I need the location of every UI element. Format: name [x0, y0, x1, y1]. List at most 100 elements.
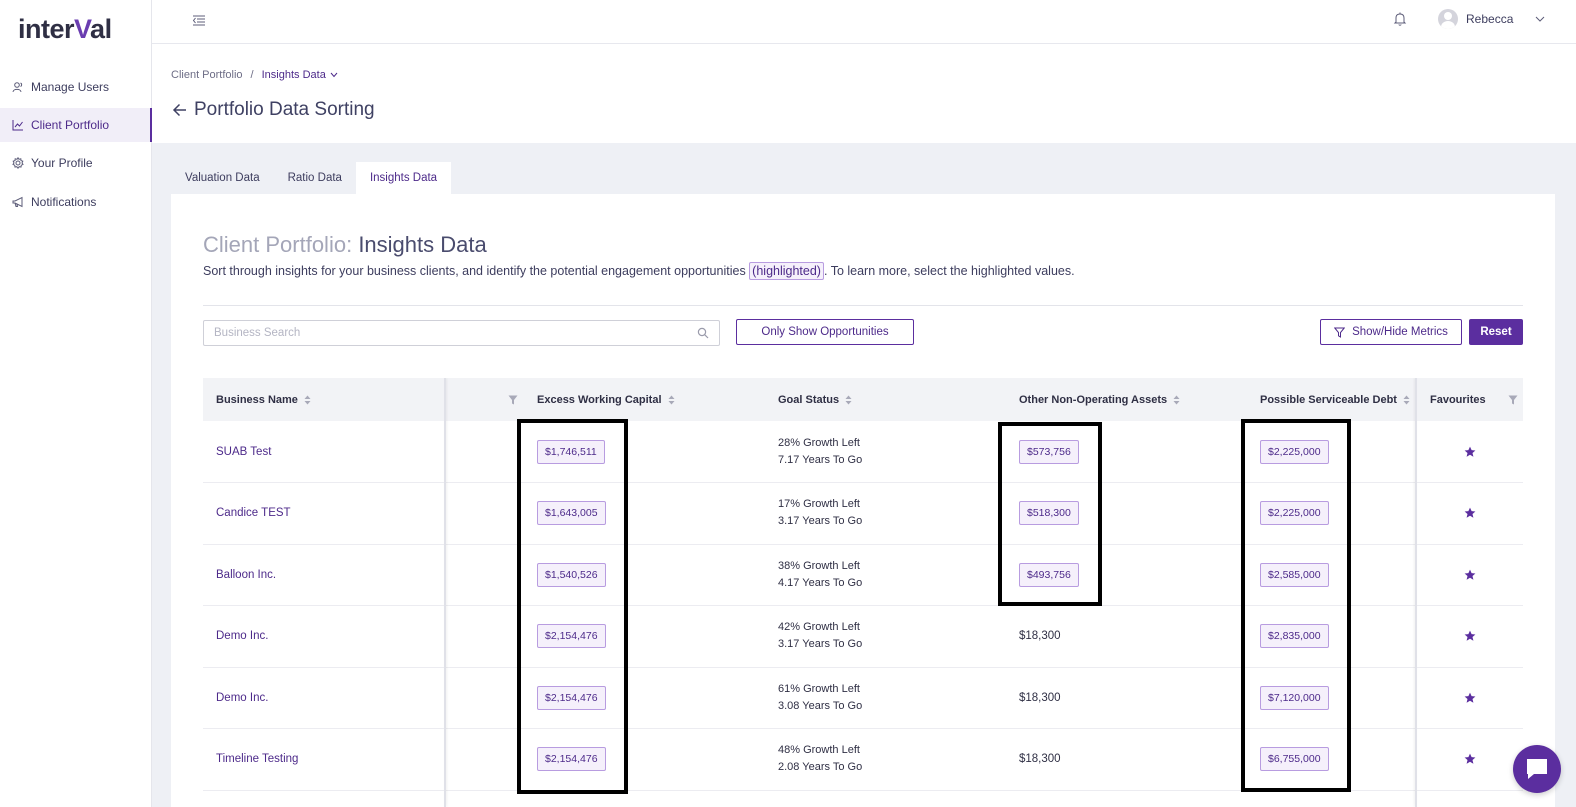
- filter-icon: [1334, 327, 1346, 338]
- star-icon[interactable]: [1464, 446, 1476, 458]
- star-icon[interactable]: [1464, 630, 1476, 642]
- header-other-non-operating-assets[interactable]: Other Non-Operating Assets: [1019, 378, 1180, 421]
- table-header: Business Name Excess Working Capital Goa…: [203, 378, 1523, 421]
- possible-serviceable-debt-chip[interactable]: $2,585,000: [1260, 562, 1329, 587]
- table-row[interactable]: Demo Inc. $2,154,476 42% Growth Left 3.17 Y…: [203, 606, 1523, 668]
- other-non-operating-assets-cell: $493,756: [1019, 544, 1079, 605]
- other-non-operating-assets-chip[interactable]: $493,756: [1019, 562, 1079, 587]
- table-row[interactable]: Candice TEST $1,643,005 17% Growth Left 3.1…: [203, 483, 1523, 545]
- page-title: Portfolio Data Sorting: [172, 99, 375, 121]
- menu-collapse-icon[interactable]: [192, 13, 206, 27]
- goal-status-cell: 17% Growth Left 3.17 Years To Go: [778, 483, 862, 544]
- header-possible-serviceable-debt[interactable]: Possible Serviceable Debt: [1260, 378, 1410, 421]
- other-non-operating-assets-chip[interactable]: $518,300: [1019, 501, 1079, 525]
- excess-working-capital-cell: $2,154,476: [537, 606, 606, 667]
- star-icon[interactable]: [1464, 507, 1476, 519]
- excess-working-capital-chip[interactable]: $2,154,476: [537, 747, 606, 771]
- star-icon[interactable]: [1464, 753, 1476, 765]
- excess-working-capital-chip[interactable]: $1,643,005: [537, 501, 606, 525]
- card-title: Client Portfolio: Insights Data: [203, 232, 487, 257]
- tab-insights-data[interactable]: Insights Data: [355, 162, 452, 194]
- chevron-down-icon: [330, 72, 338, 78]
- excess-working-capital-cell: $2,154,476: [537, 729, 606, 790]
- business-name-link[interactable]: Balloon Inc.: [216, 568, 277, 581]
- user-menu[interactable]: Rebecca: [1438, 9, 1545, 29]
- interval-logo[interactable]: interVal: [18, 14, 112, 44]
- filter-icon[interactable]: [1508, 395, 1518, 405]
- table-row[interactable]: Timeline Testing $2,154,476 48% Growth Lef…: [203, 729, 1523, 791]
- possible-serviceable-debt-chip[interactable]: $2,835,000: [1260, 624, 1329, 648]
- bell-icon[interactable]: [1393, 11, 1407, 27]
- possible-serviceable-debt-cell: $2,835,000: [1260, 606, 1329, 667]
- reset-button[interactable]: Reset: [1469, 319, 1523, 345]
- sidebar-item-client-portfolio[interactable]: Client Portfolio: [0, 108, 152, 142]
- header-filter-hidden-col[interactable]: [508, 378, 518, 421]
- goal-years-to-go: 3.17 Years To Go: [778, 638, 863, 650]
- star-icon[interactable]: [1464, 692, 1476, 704]
- excess-working-capital-chip[interactable]: $2,154,476: [537, 685, 606, 710]
- sidebar-item-your-profile[interactable]: Your Profile: [0, 146, 152, 180]
- goal-status-cell: 38% Growth Left 4.17 Years To Go: [778, 544, 862, 605]
- back-arrow-icon[interactable]: [172, 102, 188, 118]
- sidebar-item-notifications[interactable]: Notifications: [0, 185, 152, 219]
- breadcrumb-insights-data[interactable]: Insights Data: [262, 69, 338, 81]
- goal-growth-left: 42% Growth Left: [778, 621, 860, 633]
- excess-working-capital-chip[interactable]: $2,154,476: [537, 624, 606, 648]
- chat-button[interactable]: [1513, 745, 1561, 793]
- header-goal-status[interactable]: Goal Status: [778, 378, 852, 421]
- possible-serviceable-debt-chip[interactable]: $2,225,000: [1260, 439, 1329, 464]
- business-name-link[interactable]: Demo Inc.: [216, 630, 269, 642]
- other-non-operating-assets-cell: $18,300: [1019, 667, 1061, 728]
- breadcrumb: Client Portfolio / Insights Data: [171, 69, 338, 81]
- tab-valuation-data[interactable]: Valuation Data: [185, 172, 260, 184]
- favourite-cell: [1464, 544, 1476, 605]
- frozen-column-divider: [1415, 378, 1417, 807]
- chevron-down-icon: [1536, 16, 1545, 22]
- megaphone-icon: [12, 196, 24, 208]
- business-name-link[interactable]: SUAB Test: [216, 445, 272, 458]
- header-favourites[interactable]: Favourites: [1430, 393, 1486, 406]
- table-row[interactable]: Demo Inc. $2,154,476 61% Growth Left 3.08 Y…: [203, 667, 1523, 729]
- table-row[interactable]: SUAB Test $1,746,511 28% Growth Left 7.17 Y…: [203, 421, 1523, 483]
- star-icon[interactable]: [1464, 569, 1476, 581]
- filter-icon[interactable]: [508, 395, 518, 405]
- only-show-opportunities-button[interactable]: Only Show Opportunities: [736, 319, 914, 345]
- business-name-link[interactable]: Demo Inc.: [216, 691, 269, 704]
- business-search[interactable]: [203, 320, 720, 346]
- excess-working-capital-chip[interactable]: $1,540,526: [537, 562, 606, 587]
- other-non-operating-assets-value: $18,300: [1019, 691, 1061, 704]
- possible-serviceable-debt-chip[interactable]: $7,120,000: [1260, 685, 1329, 710]
- search-input[interactable]: [214, 327, 697, 339]
- sort-icon[interactable]: [1173, 395, 1180, 405]
- header-business-name[interactable]: Business Name: [216, 378, 311, 421]
- business-name-link[interactable]: Timeline Testing: [216, 753, 299, 765]
- frozen-column-divider: [444, 378, 446, 807]
- goal-status-cell: 61% Growth Left 3.08 Years To Go: [778, 667, 862, 728]
- other-non-operating-assets-cell: $18,300: [1019, 606, 1061, 667]
- possible-serviceable-debt-chip[interactable]: $2,225,000: [1260, 501, 1329, 525]
- goal-growth-left: 28% Growth Left: [778, 436, 860, 449]
- favourite-cell: [1464, 729, 1476, 790]
- header-favourites-filter[interactable]: [1508, 378, 1518, 421]
- other-non-operating-assets-cell: $518,300: [1019, 483, 1079, 544]
- goal-growth-left: 17% Growth Left: [778, 498, 860, 510]
- business-name-link[interactable]: Candice TEST: [216, 507, 291, 519]
- other-non-operating-assets-value: $18,300: [1019, 753, 1061, 765]
- sidebar-item-label: Client Portfolio: [31, 118, 110, 132]
- breadcrumb-client-portfolio[interactable]: Client Portfolio: [171, 69, 243, 81]
- sort-icon[interactable]: [668, 395, 675, 405]
- other-non-operating-assets-chip[interactable]: $573,756: [1019, 439, 1079, 464]
- excess-working-capital-chip[interactable]: $1,746,511: [537, 439, 605, 464]
- tab-ratio-data[interactable]: Ratio Data: [287, 172, 342, 184]
- sort-icon[interactable]: [845, 395, 852, 405]
- sort-icon[interactable]: [1403, 395, 1410, 405]
- sidebar-item-manage-users[interactable]: Manage Users: [0, 70, 152, 104]
- sort-icon[interactable]: [304, 395, 311, 405]
- favourite-cell: [1464, 667, 1476, 728]
- possible-serviceable-debt-cell: $2,225,000: [1260, 483, 1329, 544]
- show-hide-metrics-button[interactable]: Show/Hide Metrics: [1320, 319, 1462, 345]
- search-icon: [697, 327, 709, 339]
- table-row[interactable]: Balloon Inc. $1,540,526 38% Growth Left 4.1…: [203, 544, 1523, 606]
- header-excess-working-capital[interactable]: Excess Working Capital: [537, 378, 675, 421]
- possible-serviceable-debt-chip[interactable]: $6,755,000: [1260, 747, 1329, 771]
